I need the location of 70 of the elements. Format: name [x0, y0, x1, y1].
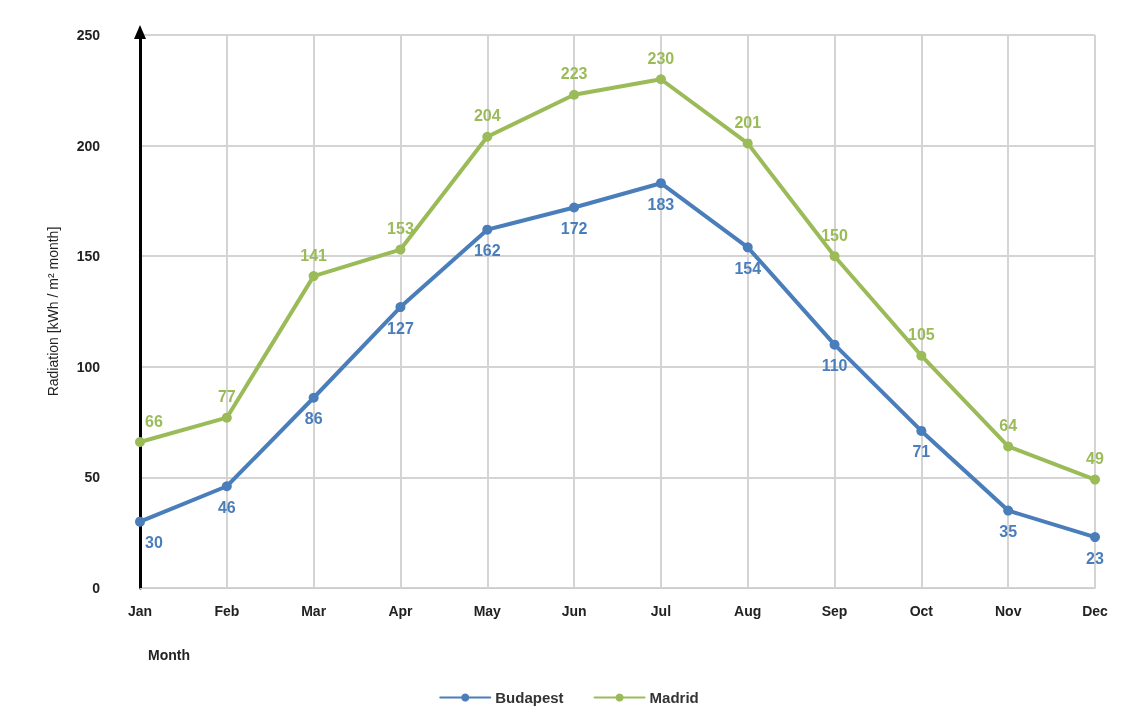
- point: [742, 242, 753, 253]
- data-label: 154: [734, 259, 762, 277]
- point: [569, 89, 580, 100]
- y-tick-label: 100: [76, 358, 101, 375]
- x-tick-label: Aug: [734, 603, 762, 619]
- data-label: 35: [999, 523, 1018, 541]
- x-tick-label: Nov: [994, 603, 1022, 619]
- point: [221, 412, 232, 423]
- data-label: 105: [908, 326, 935, 344]
- x-tick-label: Sep: [821, 603, 848, 619]
- data-label: 127: [387, 319, 414, 337]
- data-label: 110: [821, 357, 848, 375]
- y-tick-label: 150: [76, 248, 101, 265]
- legend-label: Budapest: [495, 689, 564, 706]
- point: [916, 425, 927, 436]
- point: [395, 302, 406, 313]
- point: [1090, 474, 1100, 485]
- point: [916, 350, 927, 361]
- point: [308, 392, 319, 403]
- x-tick-label: Dec: [1082, 603, 1109, 619]
- data-label: 66: [145, 412, 163, 430]
- data-label: 153: [387, 220, 414, 238]
- point: [135, 516, 145, 527]
- x-tick-label: Mar: [301, 603, 327, 619]
- x-tick-label: May: [473, 603, 502, 619]
- y-axis-title: Radiation [kWh / m² month]: [45, 226, 61, 397]
- y-tick-label: 200: [76, 137, 101, 154]
- data-label: 223: [560, 65, 588, 83]
- x-tick-label: Jul: [650, 603, 672, 619]
- x-axis-title: Month: [148, 647, 190, 663]
- point: [482, 131, 493, 142]
- x-tick-label: Feb: [214, 603, 240, 619]
- y-tick-label: 250: [76, 27, 101, 43]
- data-label: 49: [1086, 450, 1104, 468]
- point: [395, 244, 406, 255]
- data-label: 46: [217, 498, 236, 516]
- point: [482, 224, 493, 235]
- point: [655, 74, 666, 85]
- x-tick-label: Jan: [127, 603, 153, 619]
- data-label: 204: [473, 107, 501, 125]
- data-label: 30: [145, 534, 163, 552]
- x-tick-label: Apr: [388, 603, 414, 619]
- point: [829, 339, 840, 350]
- point: [1090, 532, 1100, 543]
- point: [308, 271, 319, 282]
- legend-label: Madrid: [649, 689, 699, 706]
- data-label: 172: [560, 220, 588, 238]
- point: [569, 202, 580, 213]
- data-label: 162: [473, 242, 501, 260]
- data-label: 183: [647, 195, 675, 213]
- point: [1003, 505, 1014, 516]
- y-tick-label: 50: [84, 469, 101, 486]
- point: [221, 481, 232, 492]
- data-label: 23: [1086, 549, 1104, 567]
- data-label: 141: [300, 246, 328, 264]
- point: [829, 251, 840, 262]
- x-tick-label: Jun: [561, 603, 587, 619]
- data-label: 201: [734, 113, 762, 131]
- point: [135, 437, 145, 448]
- data-label: 64: [999, 416, 1018, 434]
- point: [655, 178, 666, 189]
- y-tick-label: 0: [92, 580, 101, 596]
- data-label: 230: [647, 49, 675, 67]
- data-label: 77: [217, 388, 236, 406]
- data-label: 150: [821, 226, 848, 244]
- data-label: 71: [912, 443, 931, 461]
- point: [1003, 441, 1014, 452]
- data-label: 86: [304, 410, 323, 428]
- x-tick-label: Oct: [909, 603, 934, 619]
- point: [742, 138, 753, 149]
